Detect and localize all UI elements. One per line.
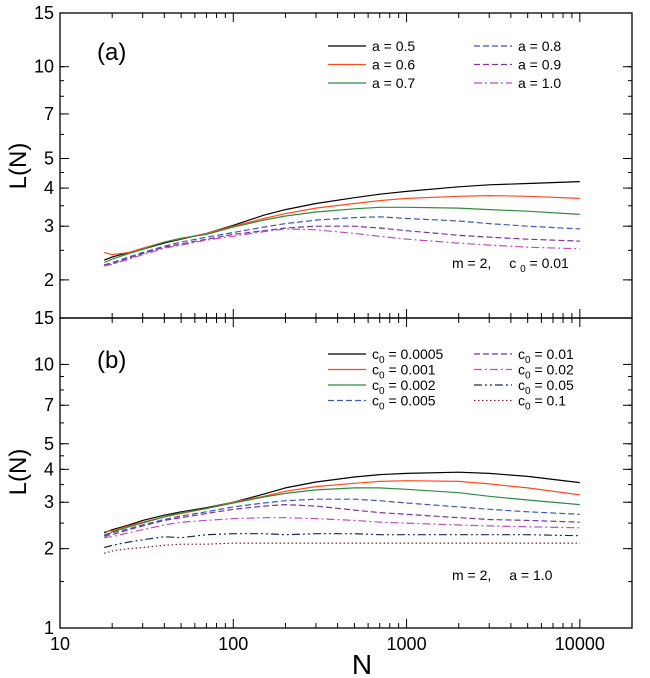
y-tick-label: 15 (34, 308, 54, 328)
legend-label: c0 = 0.0005 (372, 346, 444, 366)
legend-label: c0 = 0.01 (518, 346, 574, 366)
series-line (104, 228, 580, 267)
series-line (104, 533, 580, 549)
y-tick-label: 2 (44, 270, 54, 290)
y-tick-label: 4 (44, 459, 54, 479)
legend-label: a = 1.0 (518, 75, 561, 91)
series-line (104, 225, 580, 266)
panel-a: 2 3 4 5 7 10 15 a = 0.5 a = 0.6 a = 0.7 a = 0.8 a =… (34, 3, 633, 319)
panel-label-b: (b) (97, 347, 126, 374)
series-line (104, 216, 580, 266)
annotation-a: m = 2, c 0 = 0.01 (452, 255, 569, 275)
legend-label: a = 0.6 (372, 57, 415, 73)
legend-label: a = 0.5 (372, 38, 415, 54)
x-tick-label: 100 (218, 634, 248, 654)
y-tick-label: 7 (44, 395, 54, 415)
y-tick-label: 10 (34, 354, 54, 374)
annotation-b: m = 2, a = 1.0 (452, 567, 553, 583)
series-line (103, 471, 580, 534)
legend-label: a = 0.9 (518, 57, 561, 73)
legend-label: c0 = 0.001 (372, 362, 436, 382)
legend-label: c0 = 0.05 (518, 377, 574, 397)
legend-label: c0 = 0.005 (372, 393, 436, 413)
series-line (103, 487, 580, 539)
plot-frame (59, 317, 633, 629)
y-tick-label: 10 (34, 57, 54, 77)
legend-label: c0 = 0.02 (518, 362, 574, 382)
x-tick-label: 10 (50, 634, 70, 654)
y-tick-label: 1 (44, 618, 54, 638)
series-line (104, 504, 580, 537)
legend-label: a = 0.8 (518, 38, 561, 54)
series-line (104, 498, 580, 536)
series-line (103, 206, 580, 264)
series-line (104, 195, 580, 256)
x-axis-label: N (352, 649, 372, 678)
x-tick-label: 1000 (387, 634, 427, 654)
y-tick-label: 15 (34, 3, 54, 23)
y-tick-label: 5 (44, 149, 54, 169)
legend-label: c0 = 0.1 (518, 393, 566, 413)
y-axis-label-b: L(N) (5, 449, 32, 496)
legend-label: c0 = 0.002 (372, 377, 436, 397)
y-tick-label: 4 (44, 178, 54, 198)
y-tick-label: 2 (44, 539, 54, 559)
series-line (104, 480, 580, 533)
y-tick-label: 3 (44, 492, 54, 512)
y-tick-label: 5 (44, 434, 54, 454)
x-tick-label: 10000 (555, 634, 605, 654)
panel-label-a: (a) (97, 39, 126, 66)
series-line (103, 181, 580, 261)
y-tick-label: 3 (44, 216, 54, 236)
series-line (104, 517, 580, 539)
y-axis-label-a: L(N) (5, 143, 32, 190)
legend-label: a = 0.7 (372, 75, 415, 91)
series-line (104, 542, 580, 554)
y-tick-label: 7 (44, 104, 54, 124)
